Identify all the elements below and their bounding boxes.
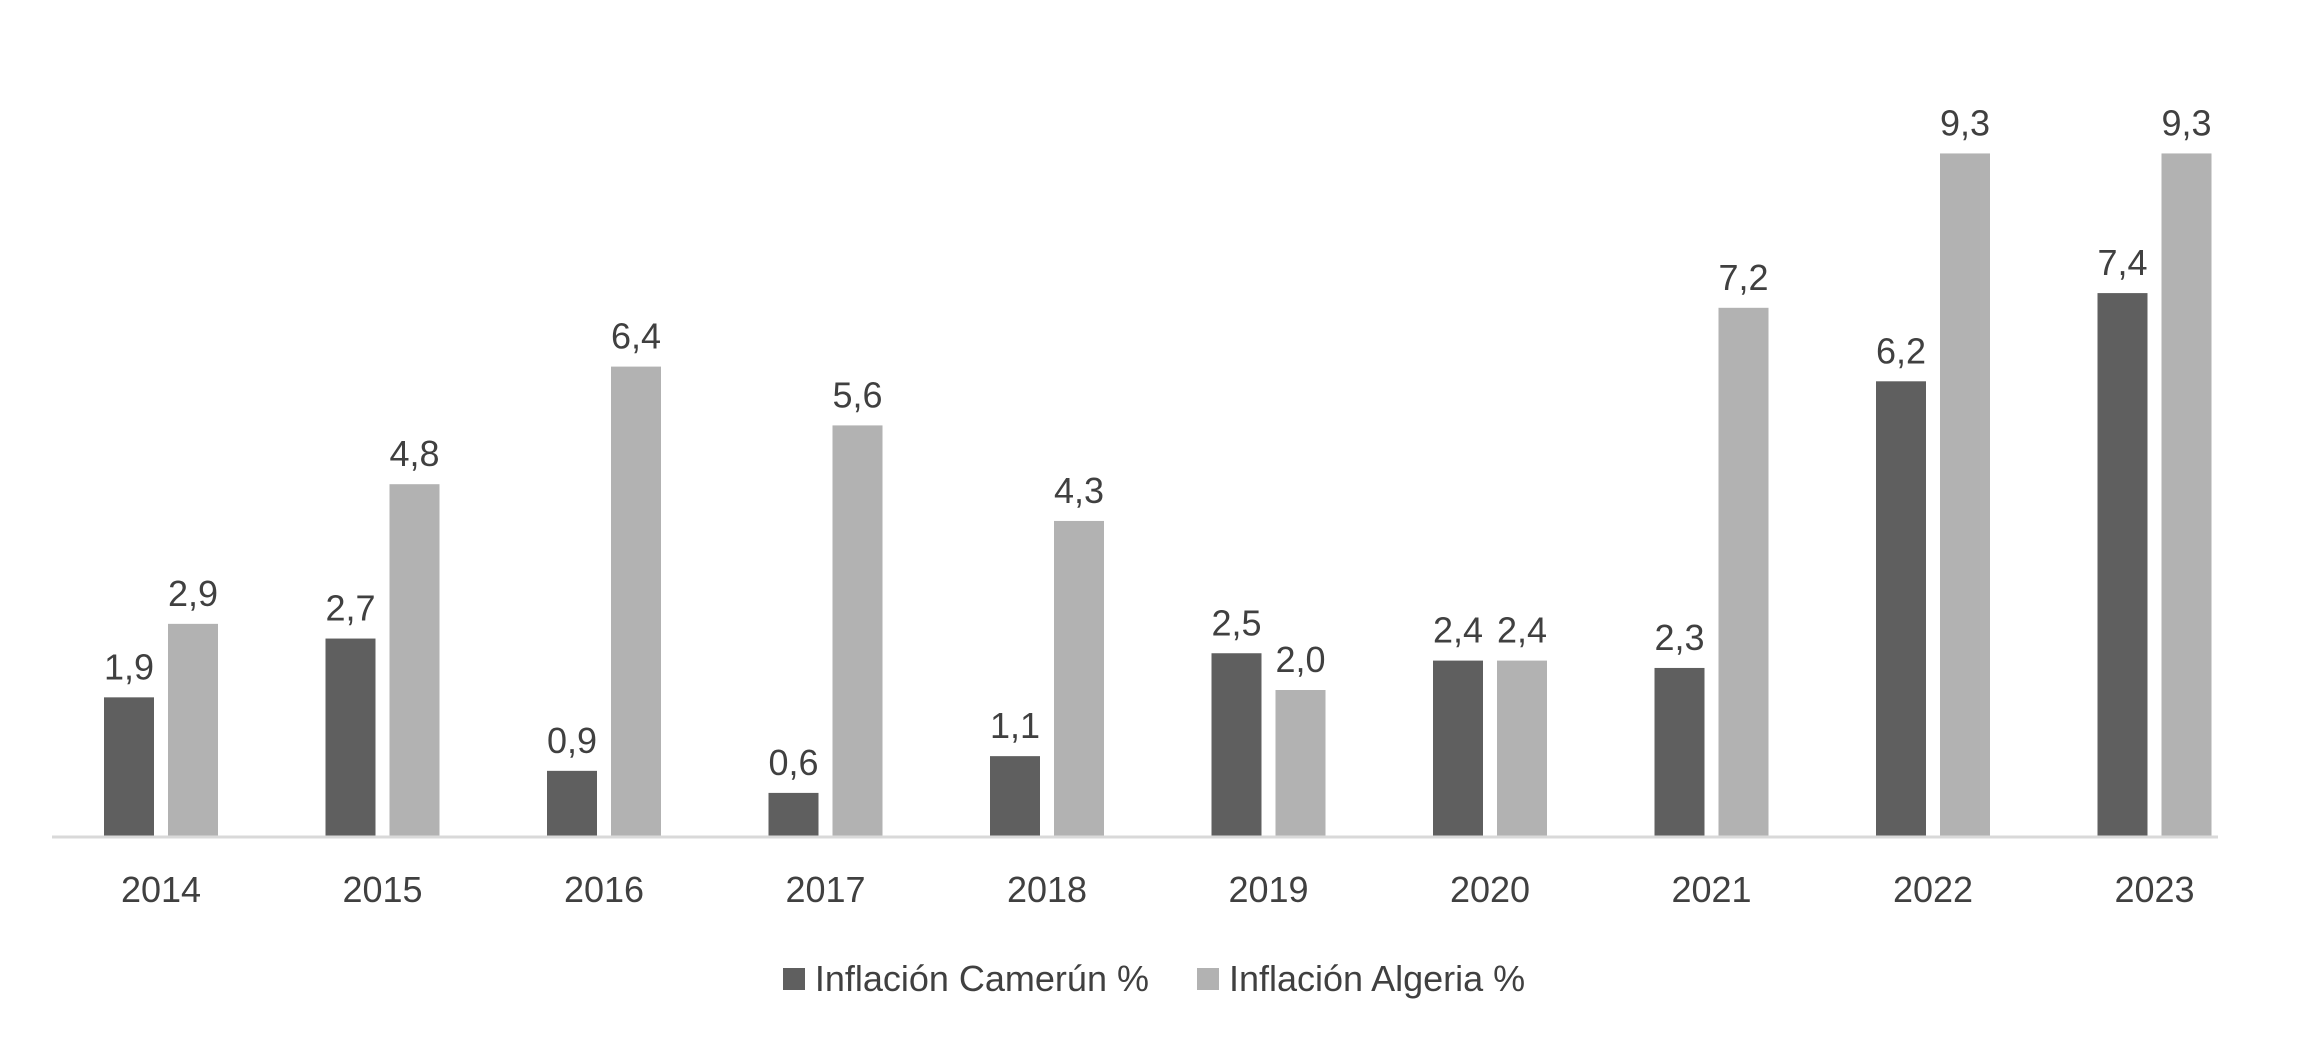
bar-cameroon-2021 (1654, 667, 1705, 837)
data-label-algeria-2015: 4,8 (389, 433, 439, 474)
x-tick-label-2016: 2016 (564, 869, 644, 910)
data-label-algeria-2014: 2,9 (168, 573, 218, 614)
x-tick-label-2018: 2018 (1007, 869, 1087, 910)
bar-cameroon-2018 (990, 756, 1040, 837)
legend-item-algeria: Inflación Algeria % (1196, 958, 1526, 1000)
bar-algeria-2019 (1275, 690, 1326, 837)
bar-algeria-2020 (1497, 660, 1547, 837)
data-label-algeria-2017: 5,6 (832, 374, 882, 415)
data-label-algeria-2016: 6,4 (611, 316, 661, 357)
x-tick-label-2022: 2022 (1893, 869, 1973, 910)
x-tick-label-2023: 2023 (2114, 869, 2194, 910)
data-label-cameroon-2021: 2,3 (1654, 617, 1704, 658)
bar-cameroon-2014 (104, 697, 154, 837)
data-label-algeria-2021: 7,2 (1718, 257, 1768, 298)
legend-swatch-algeria (1196, 968, 1219, 990)
data-label-cameroon-2018: 1,1 (990, 705, 1040, 746)
legend-swatch-cameroon (782, 968, 805, 990)
bar-cameroon-2019 (1211, 653, 1262, 837)
data-label-algeria-2020: 2,4 (1497, 610, 1547, 651)
bar-cameroon-2023 (2097, 293, 2148, 838)
bars-layer (104, 153, 2212, 838)
data-label-cameroon-2014: 1,9 (104, 646, 154, 687)
legend-label-algeria: Inflación Algeria % (1228, 958, 1526, 999)
bar-cameroon-2022 (1876, 381, 1926, 837)
bar-cameroon-2020 (1433, 660, 1483, 837)
legend-item-cameroon: Inflación Camerún % (782, 958, 1149, 1000)
bar-algeria-2022 (1940, 153, 1990, 837)
bar-algeria-2014 (168, 623, 218, 837)
x-tick-label-2015: 2015 (342, 869, 422, 910)
x-axis-tick-labels: 2014 2015 2016 2017 2018 2019 2020 2021 2022 2023 (121, 869, 2195, 910)
data-label-algeria-2019: 2,0 (1275, 639, 1325, 680)
x-tick-label-2017: 2017 (785, 869, 865, 910)
data-label-cameroon-2020: 2,4 (1433, 610, 1483, 651)
x-tick-label-2019: 2019 (1228, 869, 1308, 910)
legend: Inflación Camerún % Inflación Algeria % (0, 958, 2308, 1000)
data-labels-layer: 1,9 2,9 2,7 4,8 0,9 6,4 0,6 5,6 1,1 4,3 2,5 2,0 2,4 2… (104, 102, 2212, 782)
data-label-cameroon-2016: 0,9 (547, 720, 597, 761)
bar-cameroon-2015 (325, 638, 376, 837)
bar-cameroon-2017 (768, 792, 819, 837)
x-tick-label-2020: 2020 (1450, 869, 1530, 910)
data-label-algeria-2022: 9,3 (1940, 102, 1990, 143)
data-label-cameroon-2017: 0,6 (768, 742, 818, 783)
bar-algeria-2018 (1054, 520, 1104, 837)
data-label-cameroon-2019: 2,5 (1211, 602, 1261, 643)
data-label-algeria-2023: 9,3 (2161, 102, 2211, 143)
bar-algeria-2021 (1718, 307, 1769, 837)
data-label-algeria-2018: 4,3 (1054, 470, 1104, 511)
bar-algeria-2016 (611, 366, 661, 837)
data-label-cameroon-2023: 7,4 (2097, 242, 2147, 283)
bar-cameroon-2016 (547, 770, 597, 837)
bar-algeria-2023 (2161, 153, 2212, 837)
data-label-cameroon-2015: 2,7 (325, 588, 375, 629)
bar-algeria-2017 (832, 425, 883, 837)
bar-algeria-2015 (389, 484, 440, 837)
legend-label-cameroon: Inflación Camerún % (814, 958, 1149, 999)
x-tick-label-2021: 2021 (1671, 869, 1751, 910)
x-tick-label-2014: 2014 (121, 869, 201, 910)
data-label-cameroon-2022: 6,2 (1876, 330, 1926, 371)
